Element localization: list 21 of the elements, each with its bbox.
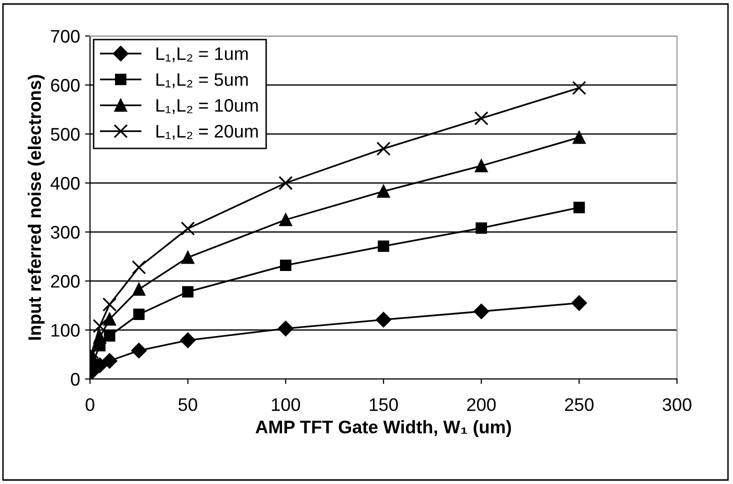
y-tick-label: 500 (50, 128, 80, 141)
legend-label: L₁,L₂ = 1um (156, 47, 248, 62)
x-tick-label: 50 (178, 398, 198, 412)
legend-label: L₁,L₂ = 10um (156, 99, 258, 114)
legend-label: L₁,L₂ = 20um (156, 124, 258, 140)
legend-label: L₁,L₂ = 5um (156, 73, 248, 88)
y-tick-label: 400 (50, 176, 80, 190)
x-tick-label: 0 (86, 398, 94, 412)
y-tick-label: 0 (70, 372, 80, 386)
y-axis-title: Input referred noise (electrons) (28, 74, 45, 340)
y-tick-label: 300 (50, 226, 80, 239)
x-tick-label: 200 (467, 398, 496, 412)
y-tick-label: 200 (51, 274, 80, 288)
y-tick-label: 600 (51, 78, 80, 92)
x-tick-label: 300 (662, 398, 692, 412)
x-tick-label: 250 (565, 398, 594, 412)
y-tick-label: 700 (51, 30, 80, 43)
y-tick-label: 100 (52, 324, 80, 337)
x-tick-label: 100 (272, 398, 300, 412)
x-axis-title: AMP TFT Gate Width, W₁ (um) (256, 420, 511, 437)
x-tick-label: 150 (370, 398, 398, 412)
